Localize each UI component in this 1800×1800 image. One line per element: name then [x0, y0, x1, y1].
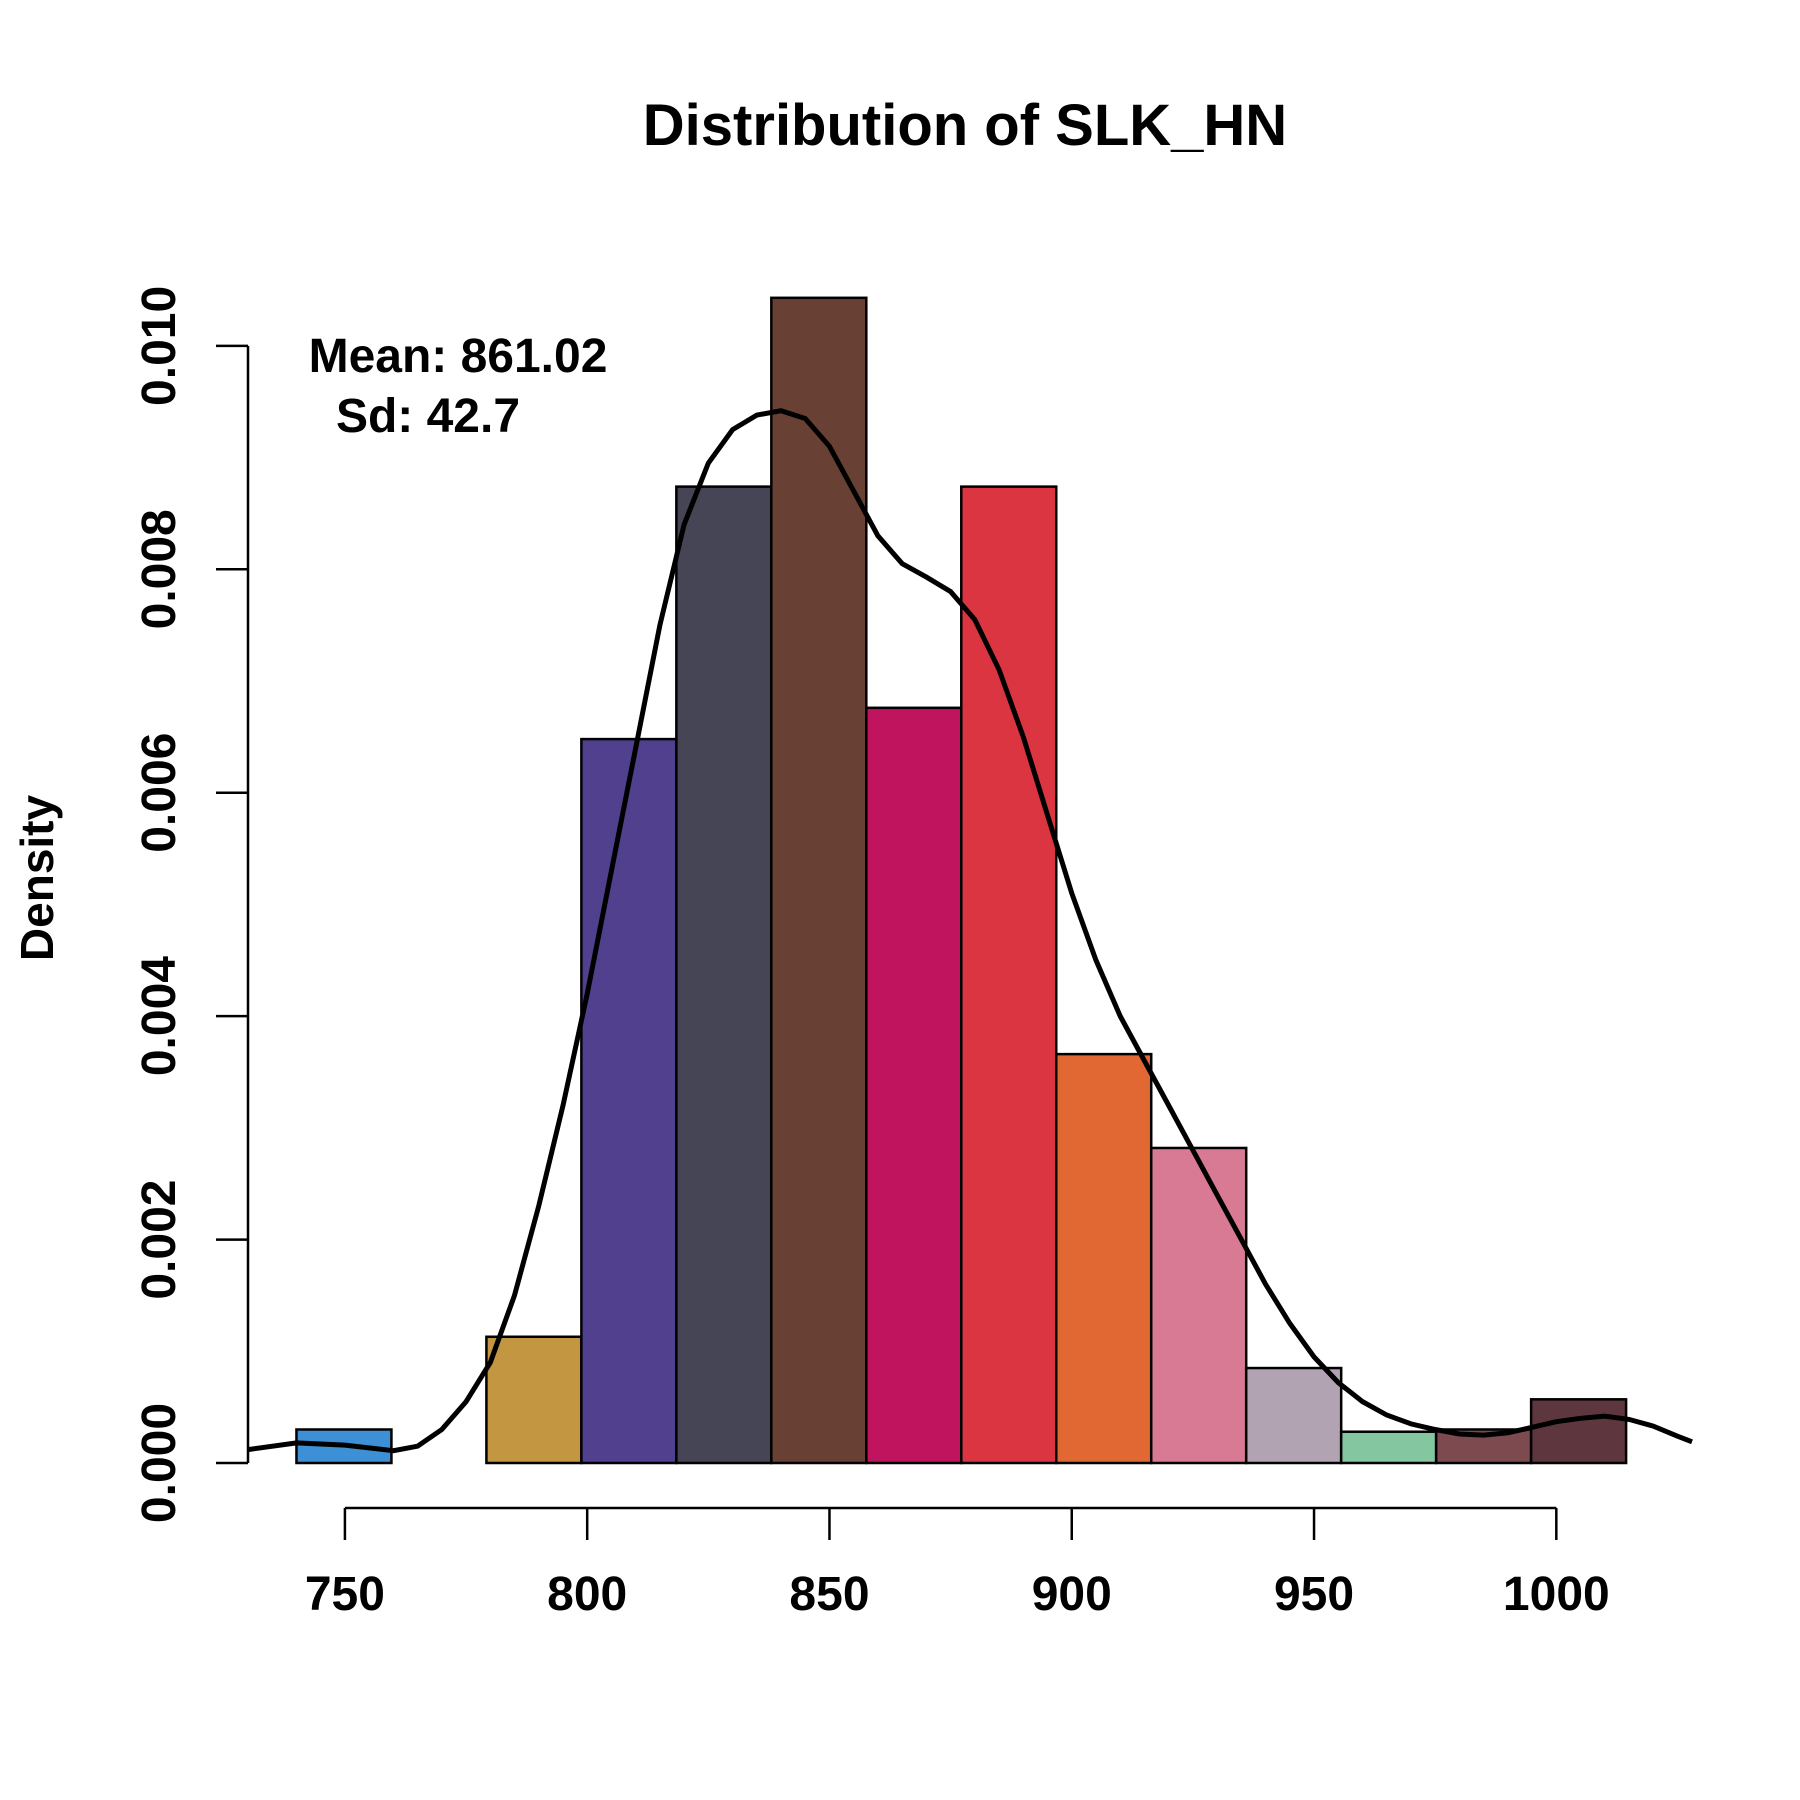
y-tick-label-0: 0.000	[133, 1403, 186, 1523]
histogram-bars	[295, 296, 1628, 1465]
y-tick-label-2: 0.004	[133, 956, 186, 1076]
x-tick-label-5: 1000	[1503, 1568, 1610, 1621]
y-tick-label-1: 0.002	[133, 1180, 186, 1300]
histogram-bar-10	[1149, 1146, 1248, 1465]
x-tick-label-1: 800	[547, 1568, 627, 1621]
histogram-bar-3	[485, 1335, 583, 1465]
x-tick-label-2: 850	[789, 1568, 869, 1621]
histogram-bar-14	[1529, 1398, 1628, 1465]
density-curve	[247, 408, 1693, 1454]
x-tick-label-4: 950	[1274, 1568, 1354, 1621]
sd-annotation: Sd: 42.7	[336, 390, 520, 443]
histogram-bar-12	[1339, 1430, 1438, 1465]
x-tick-label-3: 900	[1032, 1568, 1112, 1621]
x-axis: 750 800 850 900 950 1000	[305, 1506, 1610, 1621]
histogram-bar-6	[770, 296, 868, 1465]
histogram-bar-9	[1055, 1052, 1153, 1465]
y-tick-label-3: 0.006	[133, 733, 186, 853]
chart-title: Distribution of SLK_HN	[643, 93, 1287, 158]
histogram-bar-11	[1244, 1366, 1343, 1465]
x-tick-label-0: 750	[305, 1568, 385, 1621]
y-tick-label-5: 0.010	[133, 286, 186, 406]
histogram-bar-4	[580, 737, 678, 1465]
histogram-bar-5	[675, 485, 773, 1465]
y-axis: 0.000 0.002 0.004 0.006 0.008 0.010	[133, 286, 250, 1523]
histogram-bar-8	[960, 485, 1058, 1465]
y-tick-label-4: 0.008	[133, 509, 186, 629]
y-axis-label: Density	[11, 795, 63, 962]
histogram-bar-7	[865, 706, 963, 1465]
mean-annotation: Mean: 861.02	[309, 330, 608, 383]
